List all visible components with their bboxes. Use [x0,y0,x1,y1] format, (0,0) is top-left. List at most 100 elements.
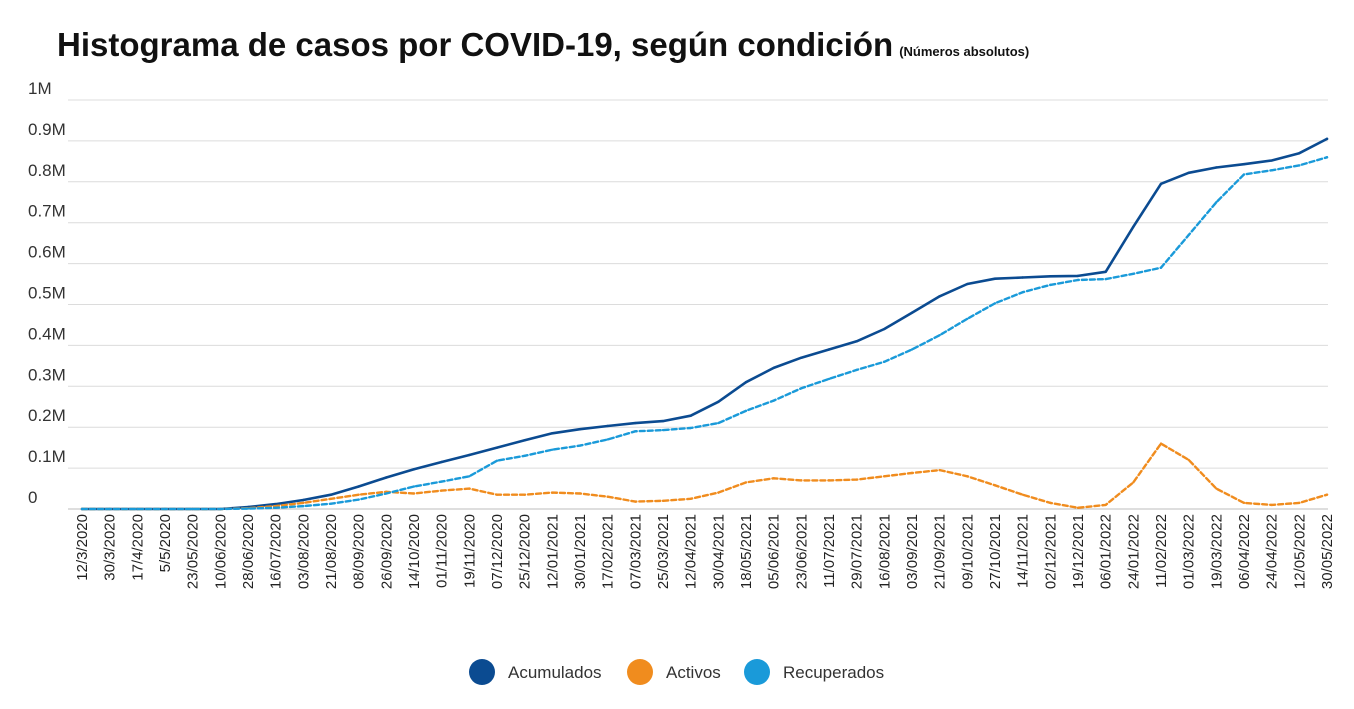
data-point [357,485,360,488]
data-point [883,360,886,363]
chart-title-row: Histograma de casos por COVID-19, según … [57,26,1029,64]
data-point [551,448,554,451]
data-point [1159,182,1163,186]
data-point [1242,163,1246,166]
data-point [883,475,886,478]
data-point [1215,487,1218,490]
data-point [910,348,914,351]
data-point [800,356,803,359]
data-point [1076,506,1080,509]
data-point [717,421,720,425]
data-point [412,468,416,471]
data-point [495,493,499,496]
data-point [523,493,526,496]
data-point [468,475,471,478]
x-tick-label: 14/11/2021 [1015,514,1032,588]
x-tick-label: 12/04/2021 [683,514,700,589]
x-tick-label: 23/05/2020 [185,514,202,589]
x-tick-label: 18/05/2021 [738,514,755,589]
data-point [883,327,886,331]
data-point [246,507,250,510]
legend-marker-acumulados[interactable] [469,659,495,685]
data-point [966,317,969,321]
data-point [634,500,637,503]
data-point [1298,151,1301,155]
data-point [827,377,831,381]
chart-subtitle: (Números absolutos) [899,44,1030,59]
data-point [772,366,775,370]
series-points-acumulados [80,137,1329,511]
data-point [1021,493,1024,496]
data-point [329,497,333,500]
data-point [966,475,969,478]
legend-marker-activos[interactable] [627,659,653,685]
x-tick-label: 27/10/2021 [987,514,1004,589]
data-point [468,487,471,490]
x-tick-label: 10/06/2020 [212,514,229,589]
data-point [219,507,222,511]
data-point [1049,501,1052,505]
y-tick-label: 0.6M [28,243,66,262]
legend-label-activos[interactable]: Activos [666,663,721,682]
data-point [551,432,554,435]
data-point [1215,166,1218,169]
data-point [551,491,554,494]
data-point [827,348,831,351]
data-point [578,444,582,447]
legend-marker-recuperados[interactable] [744,659,770,685]
x-tick-label: 09/10/2021 [959,514,976,589]
data-point [1325,156,1329,159]
data-point [938,333,941,337]
data-point [661,419,665,423]
data-point [827,479,831,482]
data-point [80,507,84,511]
legend-label-acumulados[interactable]: Acumulados [508,663,602,682]
data-point [772,477,775,480]
data-point [800,387,803,390]
data-point [717,400,720,404]
data-point [634,430,637,433]
x-tick-label: 25/03/2021 [655,514,672,589]
data-point [1104,503,1107,507]
data-point [1325,137,1329,141]
y-tick-label: 0.2M [28,406,66,425]
data-point [523,439,526,442]
data-point [1021,291,1024,294]
data-point [1049,275,1052,278]
data-point [578,492,582,495]
y-tick-label: 0.8M [28,161,66,180]
data-point [938,295,941,298]
data-point [910,311,914,314]
data-point [1325,493,1329,496]
data-point [938,468,941,472]
x-tick-label: 03/08/2020 [295,514,312,589]
x-tick-label: 17/4/2020 [129,514,146,581]
data-point [385,476,388,479]
data-point [1270,169,1273,172]
x-tick-label: 11/07/2021 [821,514,838,588]
x-tick-label: 30/04/2021 [710,514,727,589]
legend-label-recuperados[interactable]: Recuperados [783,663,884,682]
data-point [1159,266,1163,269]
y-tick-label: 0.7M [28,202,66,221]
x-tick-label: 07/12/2020 [489,514,506,589]
y-tick-label: 0 [28,488,37,507]
data-point [1187,171,1190,175]
data-point [800,479,803,482]
data-point [1104,270,1107,273]
x-tick-label: 24/04/2022 [1264,514,1281,589]
data-point [274,502,277,506]
data-point [302,504,305,508]
data-point [744,481,748,484]
x-tick-label: 19/12/2021 [1070,514,1087,589]
data-point [744,409,748,413]
x-tick-label: 03/09/2021 [904,514,921,589]
data-point [440,489,443,492]
y-tick-label: 0.1M [28,447,66,466]
data-point [1242,173,1246,176]
data-point [966,282,969,286]
x-tick-label: 25/12/2020 [517,514,534,589]
x-tick-label: 16/07/2020 [268,514,285,589]
x-tick-label: 06/01/2022 [1098,514,1115,589]
y-tick-label: 0.9M [28,120,66,139]
